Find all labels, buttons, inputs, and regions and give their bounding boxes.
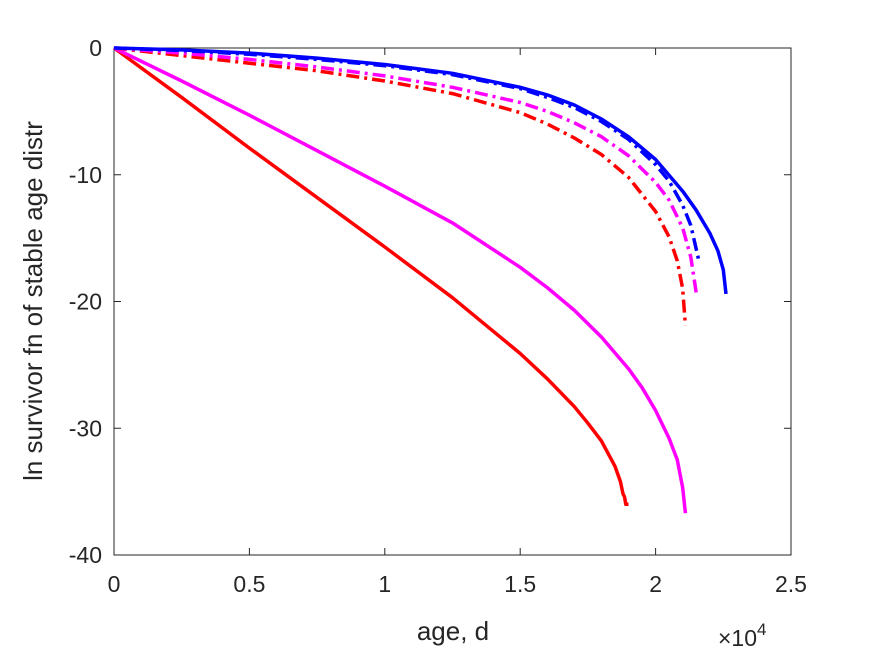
series-line-dashdot-4 bbox=[113, 46, 698, 293]
x-exponent-base: ×10 bbox=[718, 625, 757, 651]
y-axis: 0 -10 -20 -30 -40 bbox=[69, 35, 791, 568]
x-axis-exponent: ×104 bbox=[718, 620, 766, 651]
y-tick-label: 0 bbox=[89, 35, 102, 61]
x-tick-label: 0 bbox=[108, 571, 121, 597]
x-axis-label: age, d bbox=[417, 616, 489, 646]
series-line-dashdot-5 bbox=[113, 46, 701, 262]
x-tick-label: 1.5 bbox=[504, 571, 536, 597]
y-tick-label: -20 bbox=[69, 289, 102, 315]
y-tick-label: -40 bbox=[69, 542, 102, 568]
x-axis: 0 0.5 1 1.5 2 2.5 bbox=[108, 48, 807, 597]
x-tick-label: 1 bbox=[378, 571, 391, 597]
y-tick-label: -30 bbox=[69, 415, 102, 441]
x-exponent-power: 4 bbox=[757, 620, 766, 639]
series-line-solid-1 bbox=[113, 46, 688, 514]
series-group bbox=[112, 46, 728, 514]
y-tick-label: -10 bbox=[69, 162, 102, 188]
series-line-dashdot-3 bbox=[113, 46, 688, 326]
y-axis-label: ln survivor fn of stable age distr bbox=[18, 121, 48, 481]
x-tick-label: 2 bbox=[649, 571, 662, 597]
x-tick-label: 2.5 bbox=[775, 571, 807, 597]
x-tick-label: 0.5 bbox=[233, 571, 265, 597]
series-line-solid-0 bbox=[112, 46, 629, 507]
